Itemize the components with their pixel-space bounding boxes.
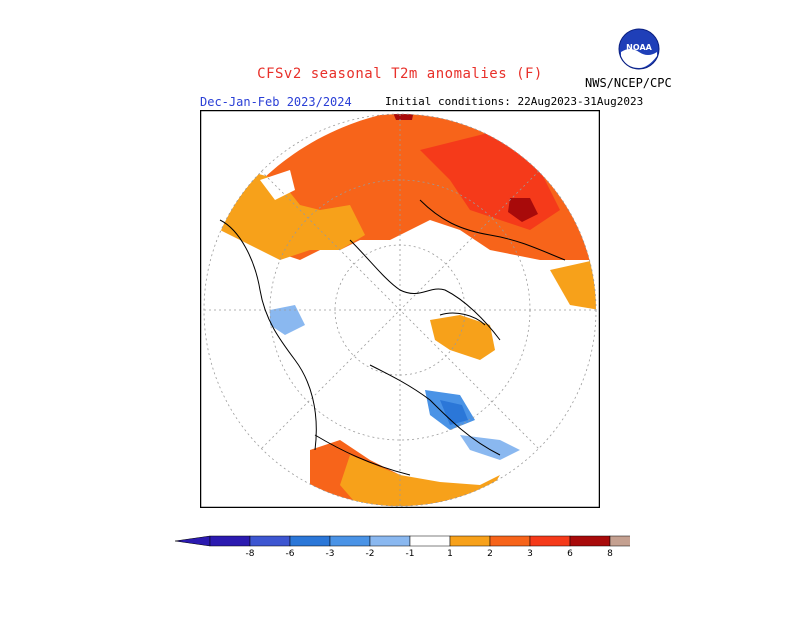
legend-tick-label: 8: [607, 549, 613, 559]
legend-swatch: [249, 535, 291, 547]
anomaly-region-na-south-1: [340, 455, 500, 506]
anomaly-region-canada-cold-neg3: [440, 400, 468, 425]
legend-swatch: [209, 535, 251, 547]
logo-text: NOAA: [626, 43, 652, 52]
anomaly-region-europe-1: [220, 170, 365, 260]
legend-swatch: [609, 535, 630, 547]
initial-conditions-label: Initial conditions: 22Aug2023-31Aug2023: [385, 95, 644, 108]
legend-tick-label: -8: [246, 549, 255, 559]
anomaly-region-east-asia-1: [550, 260, 596, 310]
anomaly-region-asia-6: [508, 198, 538, 222]
anomaly-region-arctic-1: [430, 315, 495, 360]
legend-tick-label: 3: [527, 549, 533, 559]
anomaly-region-canada-cold-neg1: [460, 435, 520, 460]
graticule: [203, 113, 597, 507]
polar-anomaly-map: [200, 110, 600, 508]
legend-tick-label: -2: [366, 549, 375, 559]
color-scale-legend: -8 -6 -3 -2 -1 1 2 3 6 8: [174, 535, 630, 559]
legend-swatch: [369, 535, 411, 547]
legend-swatch: [409, 535, 451, 547]
anomaly-region-europe-cold-neg1: [270, 305, 305, 335]
legend-tick-label: 6: [567, 549, 573, 559]
agency-label: NWS/NCEP/CPC: [585, 76, 672, 90]
noaa-logo-icon: NOAA: [618, 28, 660, 70]
legend-tick-label: 2: [487, 549, 493, 559]
legend-tick-label: -1: [406, 549, 415, 559]
anomaly-region-pole-6: [392, 114, 414, 120]
legend-tick-label: -3: [326, 549, 335, 559]
legend-tick-label: 1: [447, 549, 453, 559]
map-title: CFSv2 seasonal T2m anomalies (F): [257, 66, 543, 82]
coastlines: [219, 199, 566, 476]
legend-swatch: [449, 535, 491, 547]
legend-swatch: [489, 535, 531, 547]
legend-tick-label: -6: [286, 549, 295, 559]
anomaly-region-west-europe-1: [260, 170, 295, 200]
legend-arrow-low: [174, 535, 211, 547]
legend-swatch: [569, 535, 611, 547]
legend-swatch: [529, 535, 571, 547]
legend-swatch: [329, 535, 371, 547]
season-label: Dec-Jan-Feb 2023/2024: [200, 95, 352, 109]
legend-swatch: [289, 535, 331, 547]
